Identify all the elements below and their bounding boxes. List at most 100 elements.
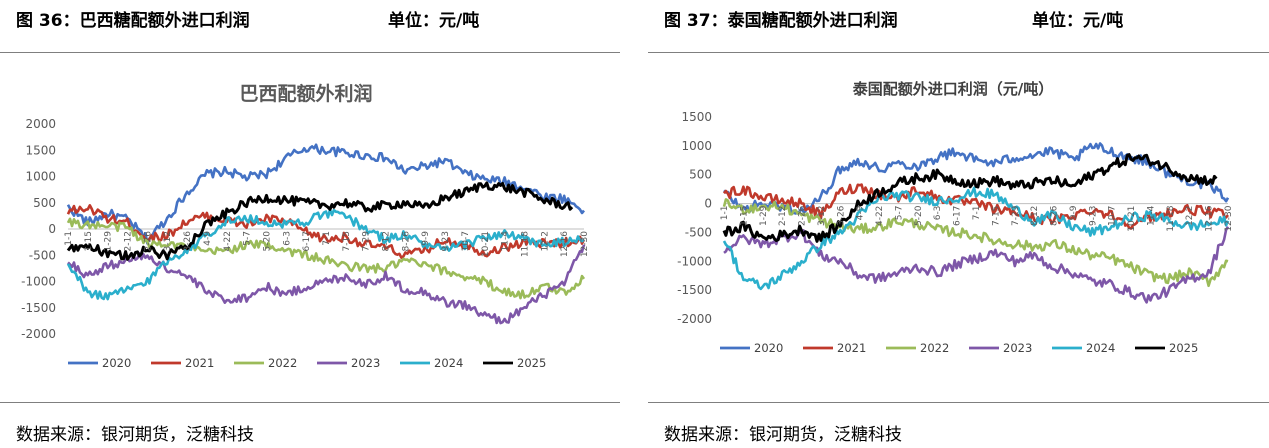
legend-item-2025: 2025 <box>1135 341 1198 355</box>
x-tick-label: 9-9 <box>421 231 431 246</box>
x-tick-label: 7-1 <box>972 206 982 221</box>
x-tick-label: 2-26 <box>143 231 153 252</box>
y-tick-label: -500 <box>685 225 712 239</box>
y-tick-label: 2000 <box>25 117 56 131</box>
y-tick-label: 1000 <box>681 139 712 153</box>
legend-label: 2021 <box>185 356 214 370</box>
x-tick-label: 12-2 <box>1185 206 1195 226</box>
y-tick-label: 1500 <box>681 110 712 124</box>
x-tick-label: 10-21 <box>481 231 491 257</box>
series-line-2025 <box>66 181 574 261</box>
x-tick-label: 3-26 <box>836 205 846 226</box>
figure-panel-brazil: 图 36：巴西糖配额外进口利润 单位：元/吨 巴西配额外利润 -2000 -1500… <box>0 0 620 448</box>
figure-title: 图 37：泰国糖配额外进口利润 <box>664 11 898 31</box>
x-tick-label: 9-23 <box>441 231 451 251</box>
x-tick-label: 10-7 <box>461 231 471 251</box>
y-tick-label: -1000 <box>21 275 56 289</box>
x-tick-label: 5-7 <box>243 231 253 246</box>
x-tick-label: 4-22 <box>875 206 885 226</box>
x-tick-label: 5-20 <box>262 231 272 252</box>
x-tick-label: 12-16 <box>560 231 570 257</box>
x-tick-label: 10-7 <box>1108 206 1118 226</box>
x-tick-label: 11-18 <box>1166 205 1176 231</box>
y-tick-label: 1500 <box>25 143 56 157</box>
x-tick-label: 6-17 <box>302 231 312 251</box>
series-line-2023 <box>723 226 1230 304</box>
legend-label: 2020 <box>754 341 783 355</box>
x-tick-label: 8-12 <box>1030 206 1040 226</box>
x-tick-label: 10-21 <box>1127 206 1137 232</box>
x-tick-label: 6-17 <box>953 206 963 226</box>
legend-item-2020: 2020 <box>720 341 783 355</box>
x-tick-label: 3-12 <box>163 231 173 251</box>
chart-thailand-out-of-quota-profit: 泰国配额外进口利润（元/吨） -2000 -1500 -1000 -500 0 500 100… <box>677 80 1234 355</box>
x-tick-label: 1-15 <box>739 206 749 226</box>
x-tick-label: 4-22 <box>223 231 233 251</box>
legend-label: 2025 <box>517 356 546 370</box>
x-tick-label: 8-12 <box>382 231 392 251</box>
legend-item-2022: 2022 <box>886 341 949 355</box>
series-line-2024 <box>722 186 1230 291</box>
y-tick-label: 0 <box>48 222 56 236</box>
x-tick-label: 7-29 <box>362 231 372 252</box>
chart-title: 泰国配额外进口利润（元/吨） <box>852 80 1053 98</box>
series-line-2025 <box>722 153 1218 243</box>
legend-label: 2024 <box>434 356 463 370</box>
x-tick-label: 12-2 <box>540 231 550 251</box>
x-tick-label: 12-30 <box>580 231 590 257</box>
x-tick-label: 5-7 <box>894 206 904 221</box>
x-tick-label: 8-26 <box>1050 205 1060 226</box>
x-tick-label: 2-26 <box>798 205 808 226</box>
x-tick-label: 1-15 <box>84 231 94 251</box>
figure-header: 图 36：巴西糖配额外进口利润 单位：元/吨 <box>16 6 479 31</box>
series-line-2023 <box>67 244 586 325</box>
x-tick-label: 7-15 <box>342 231 352 251</box>
x-tick-label: 1-29 <box>104 231 114 252</box>
y-tick-label: -2000 <box>677 312 712 326</box>
x-tick-label: 4-9 <box>856 205 866 220</box>
x-tick-label: 7-1 <box>322 231 332 246</box>
x-tick-label: 2-12 <box>778 206 788 226</box>
series-line-2022 <box>66 217 586 300</box>
y-tick-label: 500 <box>689 168 712 182</box>
series-line-2022 <box>722 198 1229 288</box>
x-tick-label: 5-20 <box>914 205 924 226</box>
y-tick-label: 0 <box>704 197 712 211</box>
x-tick-label: 6-3 <box>282 231 292 246</box>
x-tick-label: 12-16 <box>1205 205 1215 231</box>
x-tick-label: 3-12 <box>817 206 827 226</box>
x-tick-label: 3-26 <box>183 231 193 252</box>
legend-label: 2024 <box>1086 341 1115 355</box>
y-tick-label: -1000 <box>677 254 712 268</box>
legend-item-2024: 2024 <box>400 356 463 370</box>
chart-title: 巴西配额外利润 <box>239 82 372 105</box>
x-tick-label: 11-4 <box>1146 205 1156 226</box>
data-source: 数据来源：银河期货，泛糖科技 <box>664 425 902 445</box>
legend-label: 2023 <box>351 356 380 370</box>
legend-item-2025: 2025 <box>483 356 546 370</box>
figure-unit: 单位：元/吨 <box>1032 11 1124 31</box>
x-tick-label: 4-9 <box>203 231 213 246</box>
header-divider <box>648 52 1269 53</box>
x-tick-label: 7-29 <box>1011 205 1021 226</box>
legend-label: 2022 <box>268 356 297 370</box>
series-line-2021 <box>66 204 586 259</box>
footer-divider <box>648 402 1269 403</box>
legend-item-2024: 2024 <box>1052 341 1115 355</box>
legend-label: 2022 <box>920 341 949 355</box>
x-tick-label: 8-26 <box>401 231 411 252</box>
figure-title: 图 36：巴西糖配额外进口利润 <box>16 11 250 31</box>
series-line-2024 <box>66 208 585 301</box>
header-divider <box>0 52 620 53</box>
legend-item-2021: 2021 <box>151 356 214 370</box>
x-tick-label: 1-1 <box>720 206 730 221</box>
legend-label: 2023 <box>1003 341 1032 355</box>
legend-item-2020: 2020 <box>68 356 131 370</box>
y-tick-label: -1500 <box>677 283 712 297</box>
chart-brazil-out-of-quota-profit: 巴西配额外利润 -2000 -1500 -1000 -500 0 500 1000 1500 20… <box>21 82 590 370</box>
x-tick-label: 6-3 <box>933 206 943 221</box>
figure-unit: 单位：元/吨 <box>388 11 480 31</box>
footer-divider <box>0 402 620 403</box>
legend-label: 2020 <box>102 356 131 370</box>
data-source: 数据来源：银河期货，泛糖科技 <box>16 425 254 445</box>
